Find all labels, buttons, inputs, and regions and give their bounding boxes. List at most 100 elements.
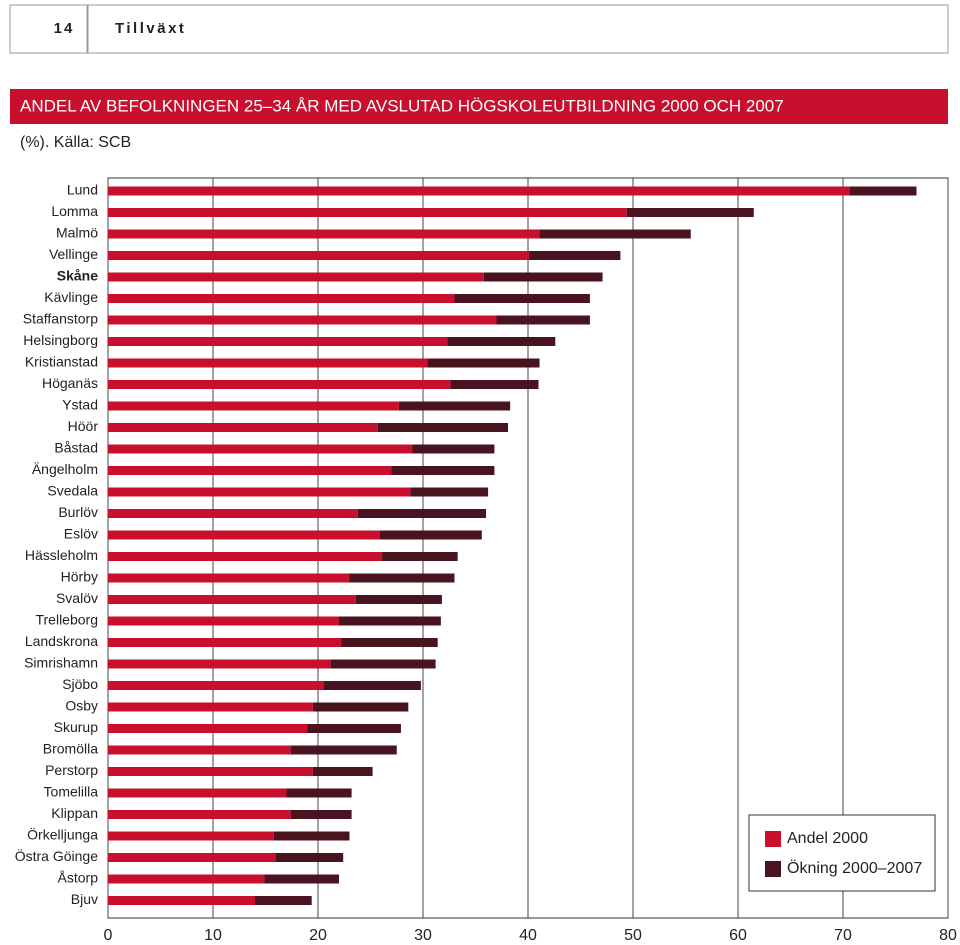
y-tick-label: Vellinge: [49, 246, 98, 262]
bar-segment: [108, 315, 497, 325]
bar-segment: [108, 788, 287, 798]
bar-segment: [264, 874, 339, 884]
bar-segment: [539, 229, 691, 239]
page-number-box: [9, 4, 88, 54]
bar-segment: [286, 788, 352, 798]
y-tick-label: Kävlinge: [44, 289, 98, 305]
y-tick-label: Åstorp: [58, 870, 99, 886]
y-tick-label: Kristianstad: [25, 354, 98, 370]
x-tick-label: 60: [729, 927, 747, 944]
y-tick-label: Skurup: [54, 719, 99, 735]
bar-segment: [312, 702, 409, 712]
x-tick-label: 20: [309, 927, 327, 944]
y-tick-label: Trelleborg: [35, 612, 98, 628]
bar-segment: [108, 466, 392, 475]
y-tick-label: Östra Göinge: [15, 847, 98, 864]
bar-segment: [357, 509, 486, 518]
bar-segment: [496, 315, 590, 325]
bar-segment: [377, 423, 509, 432]
bar-segment: [108, 530, 380, 540]
bar-segment: [108, 423, 378, 432]
y-tick-label: Helsingborg: [23, 332, 98, 348]
bar-segment: [108, 745, 291, 755]
y-tick-label: Höganäs: [42, 375, 98, 391]
bar-segment: [108, 810, 291, 819]
bar-segment: [290, 810, 352, 819]
y-tick-label: Malmö: [56, 225, 98, 241]
y-tick-label: Osby: [65, 698, 98, 714]
legend-label: Ökning 2000–2007: [787, 859, 922, 877]
y-tick-label: Ängelholm: [32, 461, 98, 477]
y-tick-label: Båstad: [54, 440, 98, 456]
y-tick-label: Hörby: [61, 569, 98, 585]
bar-segment: [108, 509, 358, 518]
bar-segment: [379, 530, 482, 540]
legend-box: [748, 814, 936, 892]
y-tick-label: Svedala: [47, 483, 98, 499]
y-tick-label: Perstorp: [45, 762, 98, 778]
y-tick-label: Ystad: [62, 397, 98, 413]
legend-swatch: [765, 861, 781, 877]
bar-segment: [330, 659, 436, 669]
y-tick-label: Hässleholm: [25, 547, 98, 563]
bar-segment: [447, 337, 556, 346]
y-tick-label: Tomelilla: [44, 784, 99, 800]
bar-segment: [341, 638, 438, 647]
bar-segment: [108, 616, 339, 626]
bar-segment: [339, 616, 441, 626]
page-number: 14: [54, 20, 75, 37]
bar-segment: [108, 831, 274, 841]
bar-segment: [108, 186, 850, 196]
legend-swatch: [765, 831, 781, 847]
bar-segment: [290, 745, 397, 755]
bar-segment: [529, 251, 621, 260]
x-tick-label: 40: [519, 927, 537, 944]
bar-segment: [108, 767, 313, 776]
y-tick-label: Burlöv: [58, 504, 98, 520]
x-tick-label: 0: [104, 927, 113, 944]
bar-segment: [108, 208, 627, 217]
bar-segment: [483, 272, 603, 282]
bar-segment: [108, 702, 313, 712]
bar-segment: [108, 896, 255, 905]
y-tick-label: Skåne: [57, 268, 98, 284]
y-tick-label: Bromölla: [43, 741, 98, 757]
bar-segment: [454, 294, 590, 303]
bar-segment: [108, 358, 428, 368]
bar-segment: [108, 272, 484, 282]
bar-segment: [382, 552, 458, 561]
y-tick-label: Simrishamn: [24, 655, 98, 671]
y-tick-label: Klippan: [51, 805, 98, 821]
bar-segment: [108, 573, 350, 583]
y-tick-label: Örkelljunga: [27, 826, 98, 843]
bar-segment: [108, 444, 413, 454]
bar-segment: [108, 874, 265, 884]
bar-segment: [108, 595, 356, 604]
section-box: [87, 4, 949, 54]
bar-segment: [108, 853, 276, 862]
section-title: Tillväxt: [115, 20, 186, 37]
y-tick-label: Staffanstorp: [23, 311, 98, 327]
bar-segment: [108, 638, 342, 647]
y-tick-label: Lomma: [51, 203, 98, 219]
bar-segment: [849, 186, 917, 196]
bar-segment: [108, 401, 399, 411]
bar-segment: [312, 767, 373, 776]
bar-segment: [398, 401, 511, 411]
bar-segment: [626, 208, 754, 217]
y-tick-label: Eslöv: [64, 526, 98, 542]
bar-segment: [349, 573, 455, 583]
y-tick-label: Sjöbo: [62, 676, 98, 692]
bar-segment: [108, 724, 308, 733]
title-band: [10, 89, 948, 124]
bar-segment: [450, 380, 539, 389]
bar-segment: [108, 487, 411, 497]
y-tick-label: Svalöv: [56, 590, 98, 606]
bar-segment: [410, 487, 489, 497]
bar-segment: [108, 380, 451, 389]
bar-segment: [108, 251, 530, 260]
bar-segment: [323, 681, 421, 690]
bar-segment: [108, 659, 331, 669]
chart-title: ANDEL AV BEFOLKNINGEN 25–34 ÅR MED AVSLU…: [20, 96, 784, 115]
x-tick-label: 80: [939, 927, 957, 944]
